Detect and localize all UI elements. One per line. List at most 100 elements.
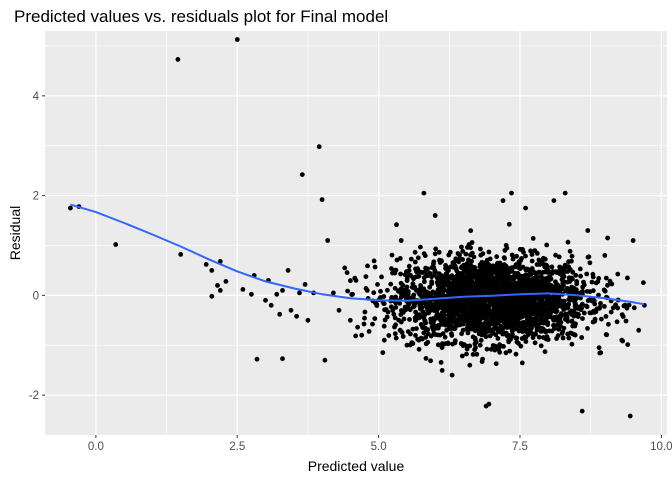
data-point	[497, 270, 502, 275]
data-point	[482, 302, 487, 307]
data-points	[68, 37, 647, 419]
data-point	[529, 325, 534, 331]
data-point	[425, 273, 430, 279]
data-point	[467, 262, 473, 268]
data-point	[475, 281, 480, 287]
data-point	[486, 401, 492, 407]
data-point	[430, 289, 436, 295]
data-point	[488, 273, 493, 279]
data-point	[393, 305, 399, 310]
data-point	[514, 297, 520, 302]
data-point	[489, 265, 495, 271]
data-point	[506, 270, 511, 276]
data-point	[510, 325, 516, 330]
data-point	[515, 308, 521, 314]
data-point	[435, 332, 440, 338]
data-point	[615, 271, 621, 277]
data-point	[523, 339, 529, 344]
data-point	[319, 197, 325, 203]
y-tick-label: -2	[29, 390, 39, 402]
data-point	[523, 335, 528, 340]
data-point	[363, 274, 369, 279]
data-point	[280, 288, 285, 293]
data-point	[501, 255, 507, 260]
data-point	[217, 288, 223, 293]
data-point	[471, 254, 477, 260]
data-point	[476, 325, 481, 331]
data-point	[388, 304, 394, 310]
data-point	[494, 278, 499, 283]
data-point	[501, 266, 507, 272]
data-point	[514, 284, 520, 289]
data-point	[254, 356, 260, 362]
data-point	[555, 333, 561, 339]
data-point	[464, 351, 469, 357]
y-axis: -2 0 2 4	[29, 91, 45, 402]
data-point	[507, 348, 513, 354]
data-point	[389, 295, 395, 300]
data-point	[370, 321, 375, 327]
data-point	[297, 290, 302, 296]
data-point	[518, 258, 524, 263]
data-point	[416, 273, 422, 279]
data-point	[599, 316, 604, 322]
data-point	[448, 320, 454, 326]
data-point	[493, 324, 498, 329]
data-point	[510, 256, 516, 262]
data-point	[263, 297, 268, 303]
data-point	[539, 305, 545, 311]
data-point	[606, 321, 611, 327]
data-point	[542, 284, 548, 289]
data-point	[463, 251, 469, 257]
data-point	[536, 334, 542, 340]
data-point	[526, 332, 531, 337]
data-point	[400, 334, 406, 339]
data-point	[516, 328, 522, 334]
data-point	[392, 315, 398, 321]
data-point	[460, 257, 465, 262]
data-point	[449, 305, 455, 311]
data-point	[460, 327, 466, 333]
data-point	[564, 264, 570, 270]
data-point	[353, 278, 359, 283]
data-point	[532, 340, 538, 346]
data-point	[471, 309, 477, 314]
data-point	[458, 306, 464, 312]
data-point	[68, 205, 73, 211]
data-point	[404, 342, 410, 348]
data-point	[464, 325, 470, 331]
data-point	[543, 336, 549, 342]
data-point	[447, 316, 452, 321]
data-point	[484, 322, 489, 328]
data-point	[433, 293, 439, 299]
data-point	[487, 333, 493, 339]
data-point	[382, 317, 388, 323]
data-point	[418, 283, 423, 288]
data-point	[614, 319, 620, 325]
data-point	[514, 253, 519, 259]
x-axis-title: Predicted value	[308, 458, 405, 474]
data-point	[487, 256, 493, 262]
data-point	[538, 343, 544, 349]
data-point	[412, 249, 418, 255]
data-point	[512, 271, 518, 277]
data-point	[432, 251, 438, 257]
data-point	[522, 301, 528, 307]
data-point	[472, 267, 477, 273]
data-point	[589, 310, 594, 316]
data-point	[505, 321, 511, 327]
data-point	[520, 275, 525, 281]
data-point	[545, 322, 551, 328]
data-point	[392, 285, 398, 291]
data-point	[209, 268, 215, 273]
data-point	[569, 319, 575, 324]
data-point	[526, 283, 531, 288]
data-point	[398, 238, 404, 243]
data-point	[567, 277, 573, 282]
data-point	[495, 320, 501, 325]
y-tick-label: 0	[33, 290, 39, 302]
data-point	[175, 57, 181, 62]
data-point	[344, 270, 350, 275]
data-point	[503, 330, 509, 336]
